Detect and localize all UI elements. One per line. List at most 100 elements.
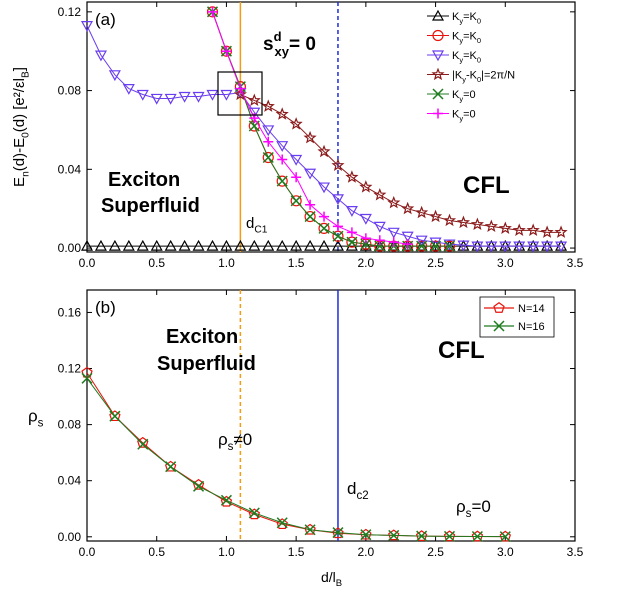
y-tick-label: 0.12 [58, 362, 82, 376]
marker [345, 206, 358, 217]
marker [360, 233, 371, 244]
marker [373, 187, 387, 201]
legend-label-part: =K [463, 50, 477, 62]
marker [220, 495, 233, 507]
annotation-part: c2 [356, 490, 368, 502]
marker [193, 480, 205, 492]
annotation-part: =0 [471, 497, 490, 516]
marker [233, 87, 247, 101]
legend-label-part: K [452, 11, 460, 23]
marker [331, 158, 345, 171]
marker [304, 524, 316, 536]
annotation: Exciton [108, 169, 180, 191]
marker [373, 221, 386, 233]
marker [165, 461, 177, 473]
legend-label: Ky=0 [452, 109, 476, 123]
marker [290, 239, 303, 251]
marker [290, 154, 303, 166]
legend-label-part: -K [466, 70, 478, 82]
marker [80, 239, 94, 251]
marker [431, 67, 445, 81]
marker [109, 410, 121, 422]
marker [122, 84, 135, 95]
x-tick-label: 1.5 [288, 256, 305, 270]
marker [290, 195, 302, 207]
marker [402, 239, 413, 250]
marker [235, 83, 246, 94]
marker [374, 235, 385, 246]
marker [318, 182, 331, 194]
marker [512, 223, 526, 236]
y-axis-title-part: B [21, 71, 32, 78]
marker [275, 107, 289, 120]
marker [150, 239, 163, 251]
marker [234, 239, 247, 251]
marker [206, 239, 219, 251]
marker [456, 215, 471, 229]
marker [415, 235, 428, 247]
x-tick-label: 0.0 [79, 545, 96, 559]
y-tick-label: 0.00 [58, 530, 82, 544]
legend-label-part: y [459, 55, 463, 64]
marker [178, 239, 191, 251]
x-tick-label: 2.0 [358, 545, 375, 559]
legend-label: N=14 [518, 303, 545, 315]
marker [471, 530, 484, 542]
marker [431, 9, 445, 21]
y-tick-label: 0.04 [58, 162, 82, 176]
legend-label-part: =0 [463, 89, 476, 101]
marker [137, 438, 149, 450]
marker [346, 227, 357, 238]
marker [276, 517, 288, 529]
marker [493, 302, 505, 313]
marker [304, 523, 316, 535]
marker [248, 120, 260, 132]
marker [401, 231, 414, 243]
marker [433, 108, 443, 119]
annotation-part: ρ [218, 430, 228, 449]
marker [206, 89, 219, 101]
marker [109, 410, 121, 422]
legend-label-part: N=16 [518, 321, 545, 333]
marker [360, 529, 372, 541]
marker [108, 70, 121, 82]
marker [305, 199, 316, 210]
y-tick-label: 0.08 [58, 418, 82, 432]
panel-label: (b) [95, 298, 116, 317]
legend-box [479, 296, 555, 338]
marker [374, 240, 386, 252]
x-tick-label: 1.5 [288, 545, 305, 559]
y-tick-label: 0.08 [58, 84, 82, 98]
legend-label-part: y [459, 94, 463, 103]
annotation: dC1 [246, 215, 268, 236]
y-axis-title-part: n [21, 171, 32, 177]
x-axis-title: d/lB [321, 569, 342, 589]
marker [263, 136, 274, 147]
legend-label-part: K [452, 89, 460, 101]
marker [192, 239, 205, 251]
y-axis-title-part: 0 [21, 132, 32, 138]
x-tick-label: 0.5 [148, 256, 165, 270]
legend-label: |Ky-K0|=2π/N [452, 70, 515, 84]
marker [331, 194, 344, 206]
marker [431, 50, 445, 62]
marker [178, 91, 191, 103]
x-tick-label: 2.0 [358, 256, 375, 270]
y-axis-title: En(d)-E0(d) [e²/εlB] [11, 67, 32, 187]
legend-label-part: 0 [477, 16, 481, 25]
marker [457, 240, 470, 252]
annotation: Exciton [166, 326, 238, 348]
marker [493, 320, 505, 332]
annotation: sd xy= 0 [263, 29, 316, 59]
legend-label-part: 0 [477, 36, 481, 45]
marker [416, 530, 428, 542]
marker [443, 240, 456, 252]
x-tick-label: 0.0 [79, 256, 96, 270]
series-line [212, 11, 450, 247]
y-axis-title: ρs [28, 407, 44, 430]
x-tick-label: 2.5 [427, 545, 444, 559]
marker [291, 172, 302, 183]
marker [332, 221, 343, 232]
marker [471, 530, 483, 543]
marker [554, 225, 568, 238]
